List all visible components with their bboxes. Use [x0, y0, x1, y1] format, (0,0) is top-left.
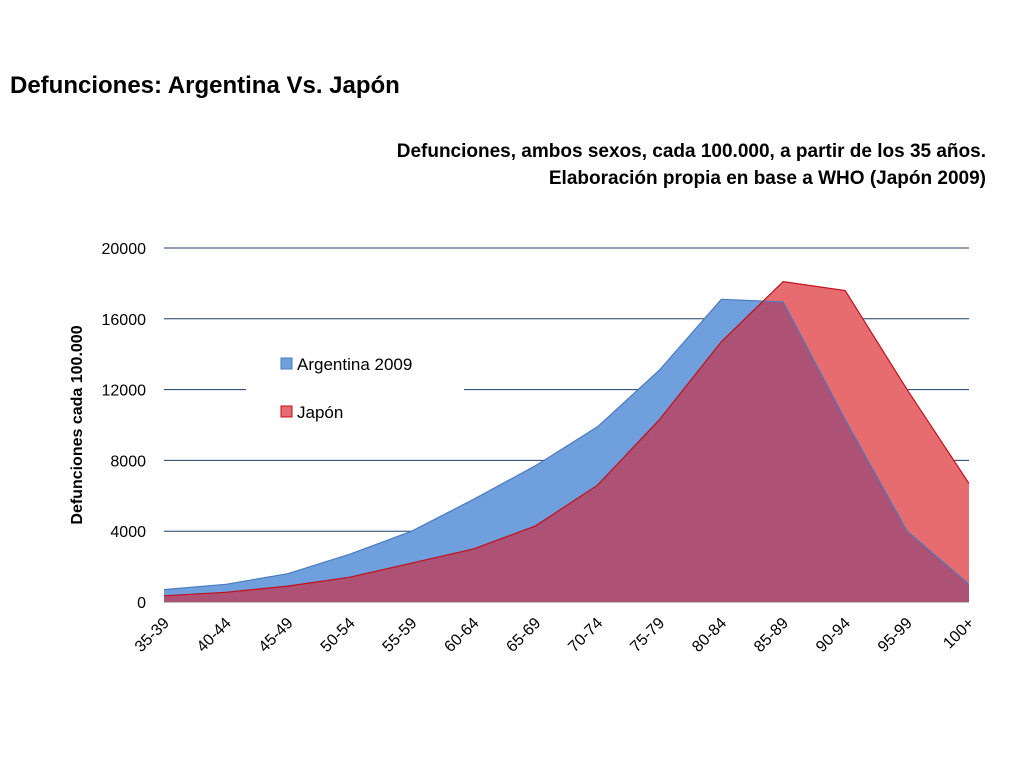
x-tick-label: 75-79 — [627, 615, 668, 656]
legend-label: Argentina 2009 — [297, 355, 412, 374]
x-tick-label: 35-39 — [132, 615, 173, 656]
x-tick-label: 95-99 — [875, 615, 916, 656]
x-tick-label: 65-69 — [503, 615, 544, 656]
x-tick-label: 60-64 — [441, 615, 482, 656]
x-tick-label: 45-49 — [256, 615, 297, 656]
x-tick-label: 85-89 — [751, 615, 792, 656]
x-axis-ticks: 35-39 40-44 45-49 50-54 55-59 60-64 65-69 70-74… — [132, 615, 978, 656]
x-tick-label: 55-59 — [380, 615, 421, 656]
y-tick-label: 12000 — [102, 383, 147, 400]
x-tick-label: 50-54 — [318, 615, 359, 656]
y-tick-label: 0 — [137, 595, 146, 612]
series-line-japon — [163, 280, 970, 597]
legend-label: Japón — [297, 403, 343, 422]
y-axis-title: Defunciones cada 100.000 — [69, 325, 86, 524]
subtitle-line-2: Elaboración propia en base a WHO (Japón … — [548, 168, 986, 189]
x-tick-label: 90-94 — [813, 615, 854, 656]
legend-swatch — [280, 357, 293, 370]
page-title: Defunciones: Argentina Vs. Japón — [10, 72, 400, 99]
y-tick-label: 4000 — [110, 524, 146, 541]
x-tick-label: 80-84 — [689, 615, 730, 656]
chart-subtitle: Defunciones, ambos sexos, cada 100.000, … — [397, 138, 986, 192]
legend-background — [246, 342, 464, 434]
y-tick-label: 20000 — [102, 241, 147, 258]
x-tick-label: 70-74 — [565, 615, 606, 656]
subtitle-line-1: Defunciones, ambos sexos, cada 100.000, … — [396, 141, 986, 162]
legend: Argentina 2009 Japón — [246, 342, 464, 434]
y-tick-label: 16000 — [102, 312, 147, 329]
legend-swatch — [280, 405, 293, 418]
x-tick-label: 100+ — [940, 615, 978, 653]
area-series — [163, 280, 970, 602]
y-tick-label: 8000 — [110, 453, 146, 470]
series-overlap-area — [164, 299, 969, 602]
x-tick-label: 40-44 — [194, 615, 235, 656]
y-axis-ticks: 0 4000 8000 12000 16000 20000 — [102, 241, 147, 612]
series-line-argentina — [163, 298, 970, 591]
